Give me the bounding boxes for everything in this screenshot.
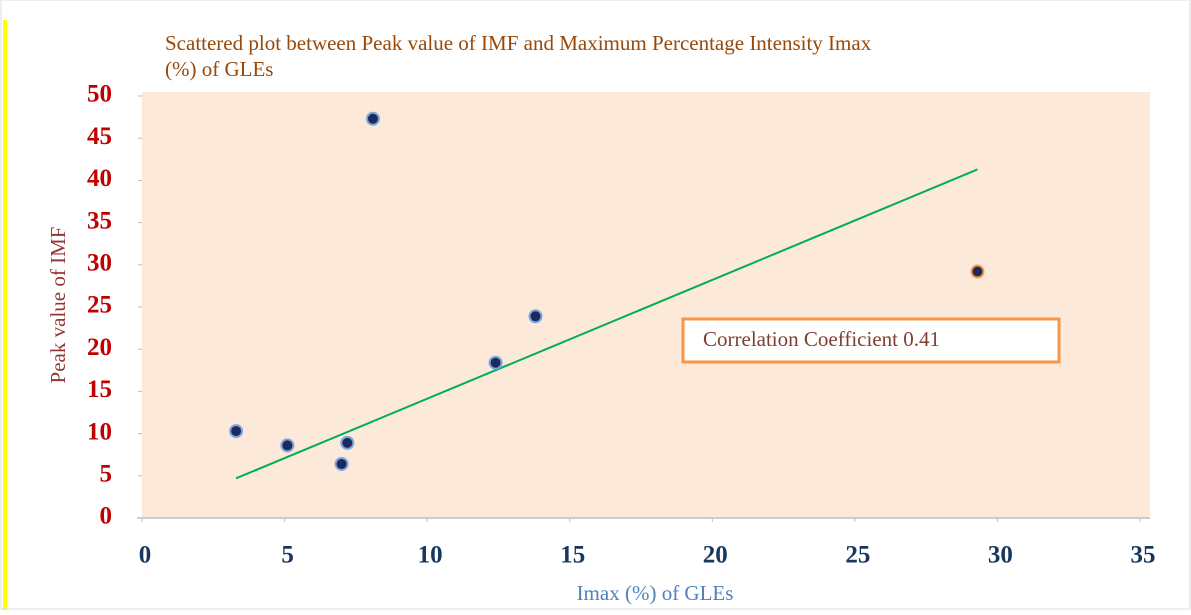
y-tick-label: 20 — [87, 334, 112, 361]
y-tick-label: 45 — [87, 123, 112, 150]
y-tick-label: 50 — [87, 81, 112, 108]
y-tick-label: 5 — [100, 461, 113, 488]
chart-title: (%) of GLEs — [165, 57, 273, 81]
point — [229, 424, 244, 439]
point — [970, 264, 985, 279]
point — [340, 435, 355, 450]
x-tick-label: 20 — [703, 542, 728, 569]
y-tick-label: 25 — [87, 292, 112, 319]
annotation-box — [681, 317, 1061, 364]
x-tick-label: 5 — [281, 542, 294, 569]
x-tick-label: 25 — [845, 542, 870, 569]
y-tick-label: 15 — [87, 376, 112, 403]
y-axis-title: Peak value of IMF — [46, 227, 70, 384]
x-tick-label: 0 — [139, 542, 152, 569]
x-axis-title: Imax (%) of GLEs — [577, 581, 734, 605]
x-tick-label: 30 — [988, 542, 1013, 569]
x-tick-label: 35 — [1131, 542, 1156, 569]
chart-title: Scattered plot between Peak value of IMF… — [165, 31, 872, 55]
left-accent — [3, 20, 7, 610]
point — [334, 456, 349, 471]
y-tick-label: 0 — [100, 503, 113, 530]
x-tick-label: 10 — [418, 542, 443, 569]
y-tick-label: 30 — [87, 250, 112, 277]
trendline — [235, 168, 978, 480]
y-tick-label: 40 — [87, 165, 112, 192]
annotation: Correlation Coefficient 0.41 — [703, 327, 940, 351]
x-tick-label: 15 — [560, 542, 585, 569]
y-tick-label: 35 — [87, 207, 112, 234]
point — [280, 438, 295, 453]
point — [528, 309, 543, 324]
point — [488, 355, 503, 370]
y-tick-label: 10 — [87, 418, 112, 445]
point — [365, 111, 380, 126]
